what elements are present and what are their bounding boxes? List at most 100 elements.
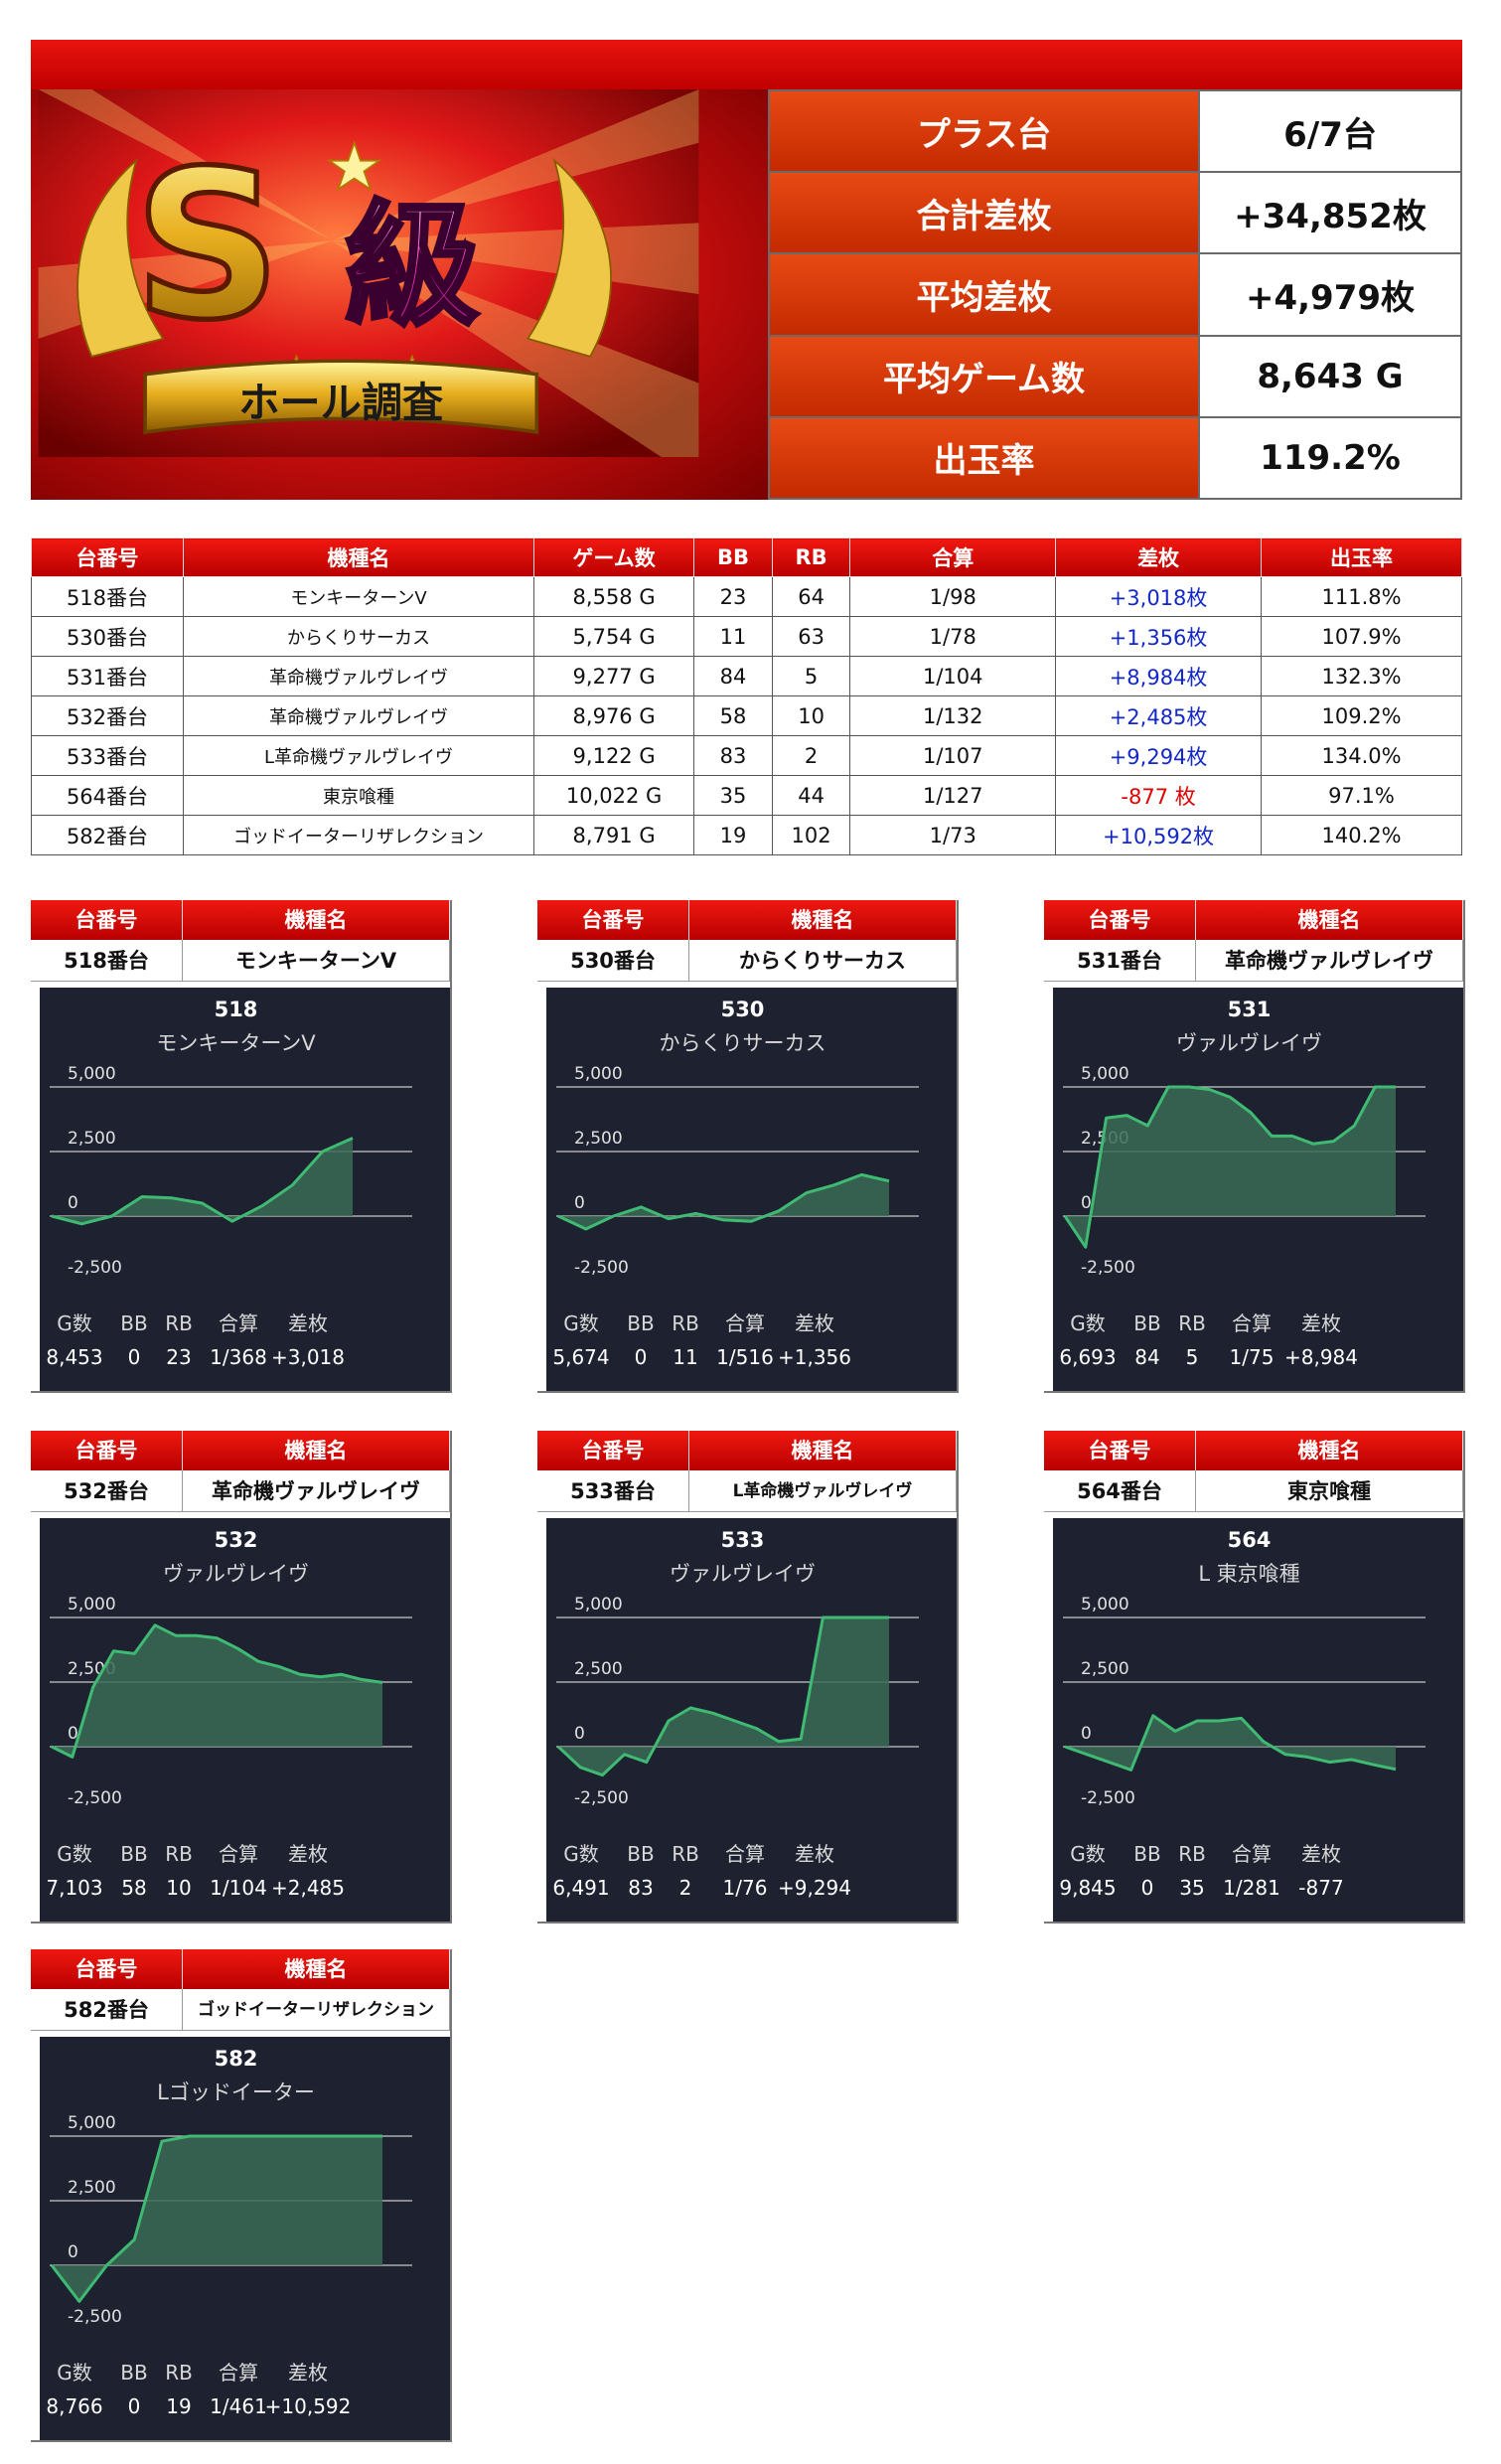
card-header: 台番号 機種名 [537, 1431, 957, 1470]
stat-label: 合算 [219, 2361, 258, 2385]
unit-cell: 582番台 [31, 815, 184, 855]
series-line [51, 1623, 383, 1759]
stat-label: 合算 [1232, 1311, 1272, 1335]
slump-graph-panel: 530 からくりサーカス 5,000 2,500 0 -2,500 G数 5,674 BB 0 RB… [546, 988, 957, 1391]
stat-value: 2 [679, 1876, 692, 1900]
model-cell: L革命機ヴァルヴレイヴ [182, 735, 534, 776]
slump-graph-panel: 531ヴァルヴレイヴ5,0002,5000-2,500G数6,693BB84RB… [1053, 988, 1463, 1391]
games-cell: 9,122 G [532, 735, 695, 776]
stat-value: +3,018 [271, 1345, 345, 1369]
y-tick-label: -2,500 [1081, 1788, 1135, 1808]
summary-label: プラス台 [768, 88, 1200, 174]
rb-cell: 2 [771, 735, 851, 776]
graph-title: ヴァルヴレイヴ [670, 1562, 816, 1586]
graph-number: 531 [1228, 998, 1272, 1021]
card-header-unit: 台番号 [31, 900, 183, 940]
stat-value: 1/75 [1230, 1345, 1275, 1369]
series-line [1063, 1085, 1396, 1249]
stat-label: RB [672, 1842, 699, 1866]
y-tick-label: 0 [1081, 1193, 1092, 1213]
summary-value: +34,852枚 [1198, 171, 1462, 255]
header-red-bar [31, 40, 1462, 89]
s-class-logo: S 級 ホール調査 [38, 89, 699, 457]
combined-cell: 1/98 [849, 576, 1057, 617]
diff-cell: +9,294枚 [1055, 735, 1263, 776]
summary-value: +4,979枚 [1198, 252, 1462, 337]
card-info-row: 531番台 革命機ヴァルヴレイヴ [1044, 940, 1463, 982]
model-cell: 革命機ヴァルヴレイヴ [182, 656, 534, 696]
stat-label: 差枚 [1301, 1842, 1341, 1866]
card-info-row: 530番台 からくりサーカス [537, 940, 957, 982]
column-header: 差枚 [1055, 538, 1263, 577]
machine-chart-card: 台番号 機種名 532番台 革命機ヴァルヴレイヴ 532 ヴァルヴレイヴ 5,000 2,50… [31, 1431, 452, 1924]
combined-cell: 1/127 [849, 775, 1057, 816]
card-header-unit: 台番号 [537, 900, 689, 940]
card-header: 台番号 機種名 [537, 900, 957, 940]
table-row: 518番台 モンキーターンV 8,558 G 23 64 1/98 +3,018枚 111.8… [31, 576, 1462, 617]
y-tick-label: 5,000 [574, 1064, 623, 1084]
logo-letter: S [134, 126, 281, 365]
model-cell: ゴッドイーターリザレクション [182, 815, 534, 855]
stat-label: 差枚 [288, 1842, 328, 1866]
stat-value: 6,693 [1059, 1345, 1116, 1369]
diff-cell: +10,592枚 [1055, 815, 1263, 855]
stat-label: G数 [563, 1311, 599, 1335]
stat-value: 5 [1186, 1345, 1199, 1369]
card-model: 革命機ヴァルヴレイヴ [1196, 940, 1463, 982]
stat-value: 8,766 [46, 2394, 102, 2418]
card-header-unit: 台番号 [31, 1431, 183, 1470]
card-header-unit: 台番号 [1044, 900, 1196, 940]
combined-cell: 1/107 [849, 735, 1057, 776]
slump-graph-panel: 518 モンキーターンV 5,000 2,500 0 -2,500 G数 8,453 BB 0 RB… [40, 988, 450, 1391]
y-tick-label: 2,500 [68, 2178, 116, 2198]
slump-graph: 582 Lゴッドイーター 5,000 2,500 0 -2,500 G数 8,766 BB 0 RB… [46, 2047, 412, 2418]
summary-row: プラス台 6/7台 [768, 88, 1462, 174]
stat-value: 5,674 [552, 1345, 609, 1369]
stat-value: 1/104 [210, 1876, 267, 1900]
stat-label: BB [1133, 1842, 1160, 1866]
stat-label: 差枚 [288, 1311, 328, 1335]
y-tick-label: 5,000 [1081, 1595, 1129, 1615]
y-tick-label: 2,500 [574, 1659, 623, 1679]
y-tick-label: -2,500 [574, 1258, 629, 1278]
slump-graph-panel: 564 L 東京喰種 5,000 2,500 0 -2,500 G数 9,845 BB 0 RB 35… [1053, 1518, 1463, 1922]
stat-label: BB [627, 1311, 654, 1335]
y-tick-label: 5,000 [68, 1064, 116, 1084]
card-unit: 533番台 [537, 1470, 689, 1512]
stat-value: +1,356 [778, 1345, 851, 1369]
diff-cell: -877 枚 [1055, 775, 1263, 816]
stat-value: 0 [1141, 1876, 1154, 1900]
stat-value: 1/76 [723, 1876, 768, 1900]
column-header: ゲーム数 [532, 538, 695, 577]
bb-cell: 84 [693, 656, 773, 696]
stat-value: 0 [635, 1345, 648, 1369]
column-header: BB [693, 538, 773, 577]
y-tick-label: 0 [1081, 1724, 1092, 1744]
summary-label: 平均差枚 [768, 252, 1200, 337]
table-row: 582番台 ゴッドイーターリザレクション 8,791 G 19 102 1/73 +10,5… [31, 815, 1462, 855]
series-line [50, 2134, 382, 2303]
table-row: 530番台 からくりサーカス 5,754 G 11 63 1/78 +1,356枚 107.9… [31, 616, 1462, 657]
stat-label: RB [1178, 1842, 1206, 1866]
games-cell: 8,976 G [532, 695, 695, 736]
area-fill [52, 1624, 382, 1758]
card-header: 台番号 機種名 [31, 1431, 450, 1470]
graph-number: 582 [215, 2047, 258, 2071]
rate-cell: 132.3% [1261, 656, 1462, 696]
model-cell: 革命機ヴァルヴレイヴ [182, 695, 534, 736]
series-line [51, 1137, 354, 1226]
diff-cell: +1,356枚 [1055, 616, 1263, 657]
graph-number: 530 [721, 998, 765, 1021]
stat-value: 1/281 [1223, 1876, 1280, 1900]
card-header-unit: 台番号 [537, 1431, 689, 1470]
rb-cell: 64 [771, 576, 851, 617]
stat-label: RB [165, 1311, 193, 1335]
column-header: 機種名 [182, 538, 534, 577]
card-header-model: 機種名 [183, 1431, 450, 1470]
bb-cell: 35 [693, 775, 773, 816]
y-tick-label: 2,500 [68, 1129, 116, 1149]
stat-label: RB [165, 1842, 193, 1866]
card-info-row: 582番台 ゴッドイーターリザレクション [31, 1989, 450, 2031]
stat-label: 合算 [219, 1842, 258, 1866]
area-fill [52, 2136, 382, 2302]
